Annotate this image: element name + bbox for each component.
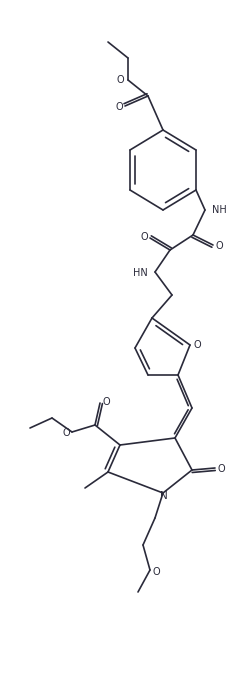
Text: O: O (152, 567, 160, 577)
Text: HN: HN (133, 268, 148, 278)
Text: O: O (115, 102, 123, 112)
Text: O: O (116, 75, 124, 85)
Text: O: O (193, 340, 201, 350)
Text: N: N (160, 491, 168, 501)
Text: O: O (102, 397, 110, 407)
Text: O: O (140, 232, 148, 242)
Text: NH: NH (212, 205, 227, 215)
Text: O: O (62, 428, 70, 438)
Text: O: O (217, 464, 225, 474)
Text: O: O (215, 241, 223, 251)
